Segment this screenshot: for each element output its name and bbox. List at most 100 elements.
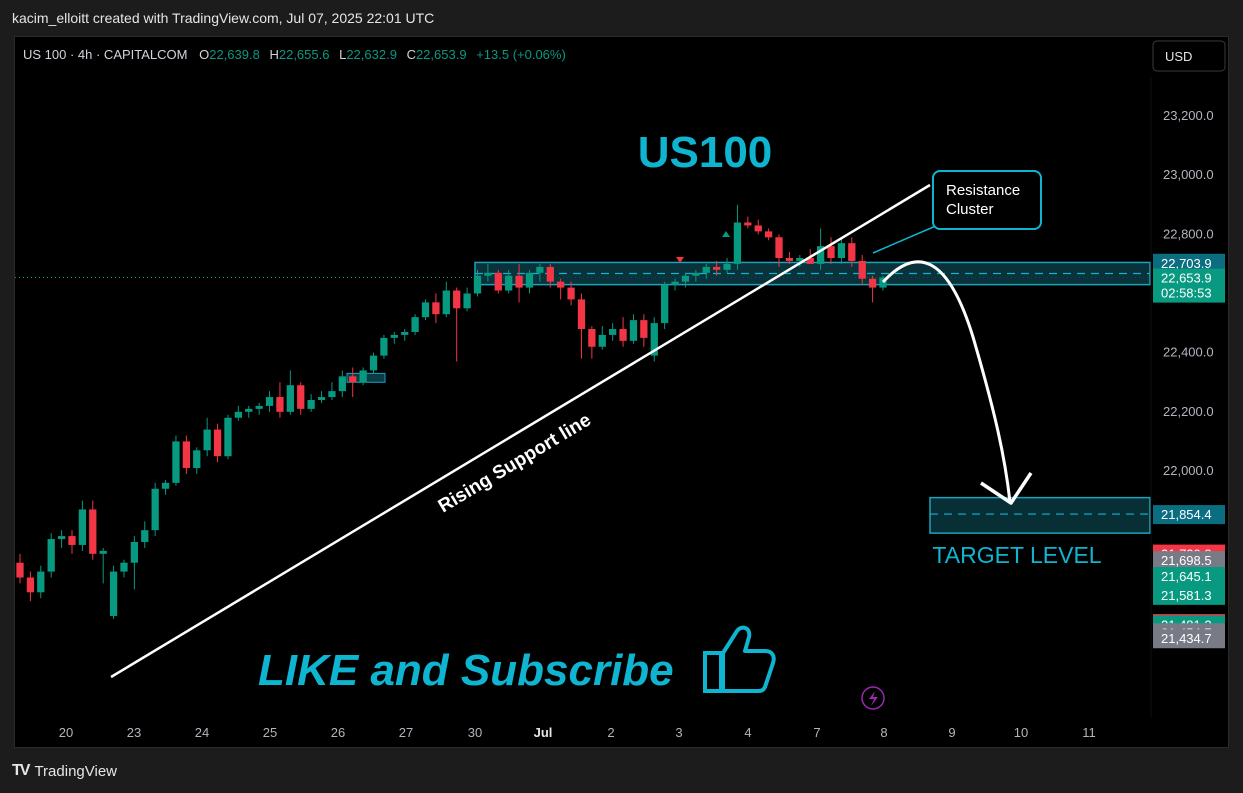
chart-frame[interactable]: US 100 · 4h · CAPITALCOM O22,639.8 H22,6… bbox=[14, 36, 1229, 748]
currency-button[interactable]: USD bbox=[1152, 40, 1226, 72]
resistance-callout-box bbox=[932, 170, 1042, 230]
candle bbox=[78, 500, 87, 551]
price-tag[interactable]: 21,645.1 bbox=[1153, 566, 1225, 586]
candle-body bbox=[297, 385, 305, 409]
currency-button-label[interactable]: USD bbox=[1165, 49, 1192, 64]
candle-body bbox=[463, 293, 471, 309]
target-zone[interactable] bbox=[929, 496, 1151, 534]
candle bbox=[692, 269, 700, 282]
candle bbox=[640, 314, 648, 347]
candle-body bbox=[546, 266, 554, 282]
time-tick-label: 24 bbox=[195, 725, 209, 740]
candle bbox=[453, 287, 461, 362]
candle-body bbox=[317, 397, 326, 400]
candle bbox=[525, 269, 534, 294]
zones-layer bbox=[15, 261, 1151, 534]
projection-arrow bbox=[881, 260, 1012, 503]
candles-layer bbox=[16, 204, 887, 619]
candle bbox=[816, 228, 825, 270]
candle-body bbox=[369, 355, 378, 371]
candle-body bbox=[796, 258, 804, 261]
candle-body bbox=[661, 284, 669, 324]
candle bbox=[567, 281, 575, 306]
price-tag[interactable]: 22,703.9 bbox=[1153, 253, 1225, 273]
price-tag[interactable]: 21,854.4 bbox=[1153, 505, 1225, 525]
lightning-icon[interactable] bbox=[861, 686, 885, 710]
candle-body bbox=[68, 536, 76, 545]
candle-body bbox=[598, 334, 606, 347]
rising-support-line[interactable] bbox=[110, 183, 931, 679]
candle bbox=[681, 272, 690, 288]
candle-body bbox=[505, 275, 513, 291]
candle-body bbox=[255, 405, 263, 409]
ohlc-legend: US 100 · 4h · CAPITALCOM O22,639.8 H22,6… bbox=[23, 47, 566, 62]
price-tag-bg bbox=[1153, 566, 1225, 586]
time-tick-label: Jul bbox=[534, 725, 553, 740]
price-tag-label: 02:58:53 bbox=[1161, 286, 1212, 301]
candle bbox=[671, 278, 679, 291]
candle-body bbox=[744, 222, 752, 226]
candle bbox=[47, 533, 55, 578]
candle bbox=[369, 352, 378, 374]
candle bbox=[775, 234, 783, 267]
price-tag[interactable]: 02:58:53 bbox=[1153, 283, 1225, 303]
sell-marker-icon bbox=[676, 257, 684, 263]
time-axis[interactable]: 20 23 24 25 26 27 30 Jul 2 3 4 7 8 9 10 11 bbox=[59, 725, 1096, 740]
price-tag[interactable]: 21,581.3 bbox=[1153, 585, 1225, 605]
candle-body bbox=[629, 320, 638, 341]
candle-body bbox=[234, 411, 242, 418]
candle-body bbox=[733, 222, 742, 264]
drawings-layer bbox=[110, 170, 1042, 710]
candle-body bbox=[57, 536, 66, 540]
callout-pointer bbox=[872, 221, 946, 254]
candle-body bbox=[47, 539, 55, 572]
candle-body bbox=[16, 562, 24, 578]
price-tick-label: 22,800.0 bbox=[1163, 226, 1214, 241]
chart-title: US100 bbox=[638, 128, 773, 177]
candle-body bbox=[307, 400, 315, 409]
candle-body bbox=[453, 290, 461, 309]
candle bbox=[609, 323, 617, 341]
candle bbox=[858, 255, 866, 285]
price-tag-bg bbox=[1153, 585, 1225, 605]
candle bbox=[26, 571, 35, 602]
thumbs-up-icon bbox=[703, 625, 776, 693]
price-tag[interactable]: 21,434.7 bbox=[1153, 629, 1225, 649]
legend-l-label: L bbox=[339, 47, 346, 62]
time-tick-label: 7 bbox=[813, 725, 820, 740]
thumb-cuff bbox=[703, 651, 723, 693]
footer-brand[interactable]: TV TradingView bbox=[12, 762, 117, 780]
candle-body bbox=[473, 275, 482, 294]
candle-body bbox=[99, 550, 107, 554]
resistance-label: Cluster bbox=[946, 201, 994, 218]
candle-body bbox=[442, 290, 450, 315]
candle-body bbox=[421, 302, 430, 318]
candle-body bbox=[754, 225, 762, 232]
candle bbox=[442, 281, 450, 318]
candlestick-chart[interactable]: US 100 · 4h · CAPITALCOM O22,639.8 H22,6… bbox=[15, 37, 1228, 747]
time-tick-label: 8 bbox=[880, 725, 887, 740]
candle-body bbox=[775, 237, 783, 258]
lightning-bolt-icon bbox=[869, 691, 878, 706]
legend-c-value: 22,653.9 bbox=[416, 47, 467, 62]
candle bbox=[536, 263, 544, 282]
candle-body bbox=[619, 329, 627, 341]
price-tag[interactable]: 21,698.5 bbox=[1153, 551, 1225, 571]
price-tag[interactable]: 22,653.9 bbox=[1153, 268, 1225, 288]
price-tag-bg bbox=[1153, 551, 1225, 571]
time-tick-label: 23 bbox=[127, 725, 141, 740]
support-line-label: Rising Support line bbox=[435, 410, 595, 518]
candle bbox=[16, 553, 24, 584]
candle bbox=[588, 326, 596, 359]
candle bbox=[276, 382, 284, 418]
candle-body bbox=[380, 337, 388, 356]
candle bbox=[702, 263, 710, 279]
candle bbox=[224, 414, 232, 460]
candle-body bbox=[837, 243, 846, 258]
price-axis[interactable]: 23,200.0 23,000.0 22,800.0 22,400.0 22,200.0… bbox=[1150, 77, 1225, 717]
candle-body bbox=[868, 278, 877, 288]
candle-body bbox=[37, 571, 45, 593]
candle-body bbox=[109, 571, 118, 616]
candle bbox=[837, 237, 846, 264]
candle bbox=[182, 435, 191, 474]
